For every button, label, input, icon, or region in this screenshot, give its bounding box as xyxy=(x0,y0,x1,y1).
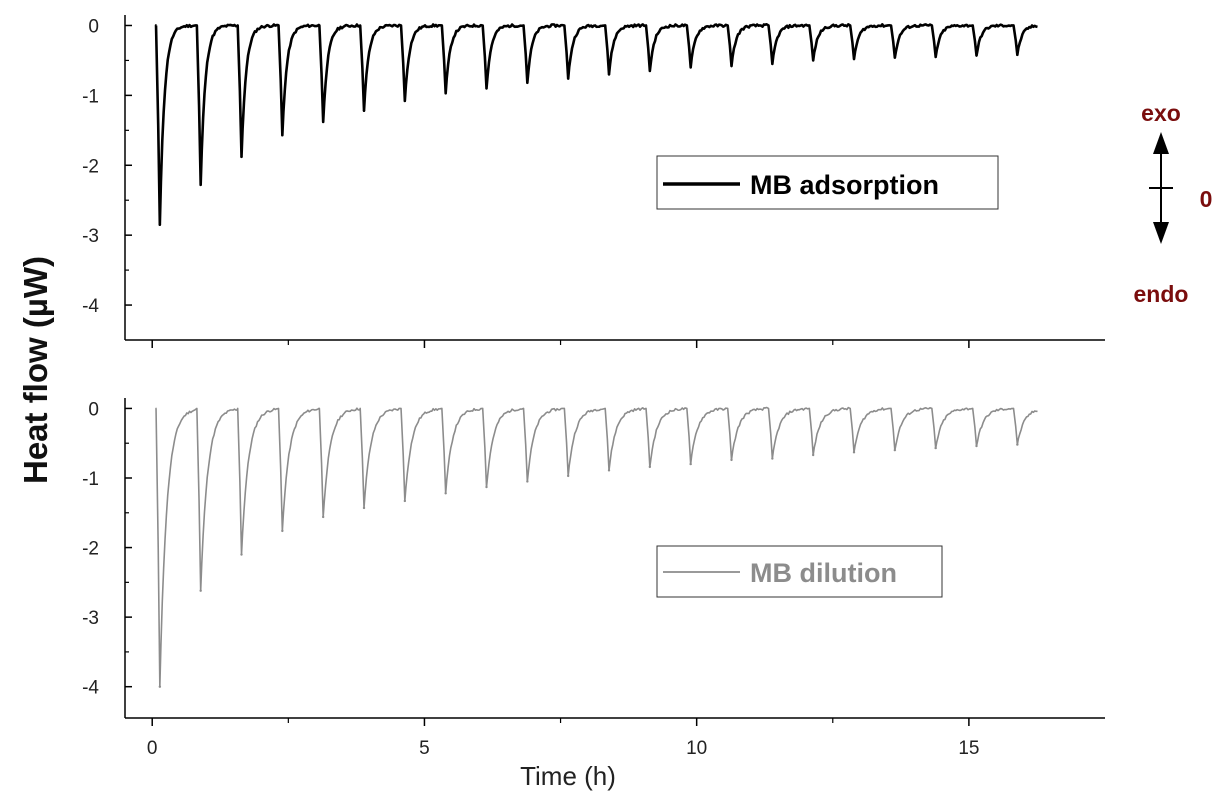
peak-point xyxy=(730,64,733,68)
peak-point xyxy=(485,485,488,489)
legend-bottom-label: MB dilution xyxy=(750,558,897,588)
peak-point xyxy=(362,506,366,510)
peak-point xyxy=(648,69,652,73)
x-axis-label: Time (h) xyxy=(520,761,616,791)
dilution-panel: 0 -1 -2 -3 -4 0 5 10 15 MB dilution xyxy=(82,398,1105,759)
exo-label: exo xyxy=(1141,100,1181,126)
peak-point xyxy=(975,444,978,448)
peak-point xyxy=(444,92,447,95)
peak-point xyxy=(893,56,897,59)
peak-point xyxy=(403,99,407,103)
y-tick-label: -2 xyxy=(82,539,99,560)
y-tick-label: -3 xyxy=(82,226,99,247)
x-tick-label: 5 xyxy=(419,738,430,759)
peak-point xyxy=(281,134,284,137)
peak-point xyxy=(526,480,529,483)
series-line xyxy=(155,406,1038,688)
peak-point xyxy=(199,183,202,187)
y-tick-label: -4 xyxy=(82,296,99,317)
peak-point xyxy=(566,77,570,80)
peak-point xyxy=(199,589,202,592)
peak-point xyxy=(281,529,284,533)
top-y-ticks: 0 -1 -2 -3 -4 xyxy=(82,16,132,317)
y-tick-label: -1 xyxy=(82,469,99,490)
peak-point xyxy=(771,62,774,66)
peak-point xyxy=(362,109,366,112)
peak-point xyxy=(689,66,692,69)
legend-top: MB adsorption xyxy=(656,155,999,210)
y-tick-label: 0 xyxy=(88,399,99,420)
peak-point xyxy=(321,120,325,124)
bottom-series-group xyxy=(155,406,1038,688)
peak-point xyxy=(811,453,815,457)
adsorption-panel: 0 -1 -2 -3 -4 MB adsorption xyxy=(82,15,1105,348)
x-tick-label: 0 xyxy=(147,738,158,759)
y-axis-label: Heat flow (µW) xyxy=(17,256,54,484)
peak-point xyxy=(321,515,325,519)
peak-point xyxy=(240,553,243,556)
y-tick-label: -4 xyxy=(82,678,99,699)
exo-endo-indicator: exo 0 endo xyxy=(1134,100,1213,307)
peak-point xyxy=(158,685,162,688)
up-arrow-icon xyxy=(1153,132,1169,154)
series-line xyxy=(154,23,1038,226)
peak-point xyxy=(771,457,774,460)
bottom-x-ticks: 0 5 10 15 xyxy=(147,718,979,759)
legend-top-label: MB adsorption xyxy=(750,170,939,200)
peak-point xyxy=(607,73,611,76)
y-tick-label: -2 xyxy=(82,156,99,177)
peak-point xyxy=(689,462,692,466)
peak-point xyxy=(648,465,652,469)
peak-point xyxy=(975,54,978,57)
peak-point xyxy=(526,81,529,84)
bottom-y-ticks: 0 -1 -2 -3 -4 xyxy=(82,399,132,699)
peak-point xyxy=(811,59,815,62)
peak-point xyxy=(240,155,243,159)
y-tick-label: 0 xyxy=(88,16,99,37)
peak-point xyxy=(158,223,162,226)
top-series-group xyxy=(154,23,1038,226)
peak-point xyxy=(403,499,407,503)
y-tick-label: -1 xyxy=(82,86,99,107)
peak-point xyxy=(444,492,447,495)
x-tick-label: 15 xyxy=(958,738,979,759)
legend-bottom: MB dilution xyxy=(656,545,943,598)
y-tick-label: -3 xyxy=(82,608,99,629)
down-arrow-icon xyxy=(1153,222,1169,244)
top-x-ticks xyxy=(151,340,970,348)
peak-point xyxy=(730,458,733,462)
peak-point xyxy=(566,474,570,478)
zero-label: 0 xyxy=(1200,186,1213,212)
peak-point xyxy=(852,57,856,61)
peak-point xyxy=(934,446,937,450)
peak-point xyxy=(485,87,488,90)
peak-point xyxy=(852,451,856,454)
peak-point xyxy=(893,448,897,452)
peak-point xyxy=(1016,443,1019,446)
x-tick-label: 10 xyxy=(686,738,707,759)
endo-label: endo xyxy=(1134,281,1189,307)
peak-point xyxy=(1016,53,1019,57)
peak-point xyxy=(607,469,611,472)
peak-point xyxy=(934,55,937,59)
